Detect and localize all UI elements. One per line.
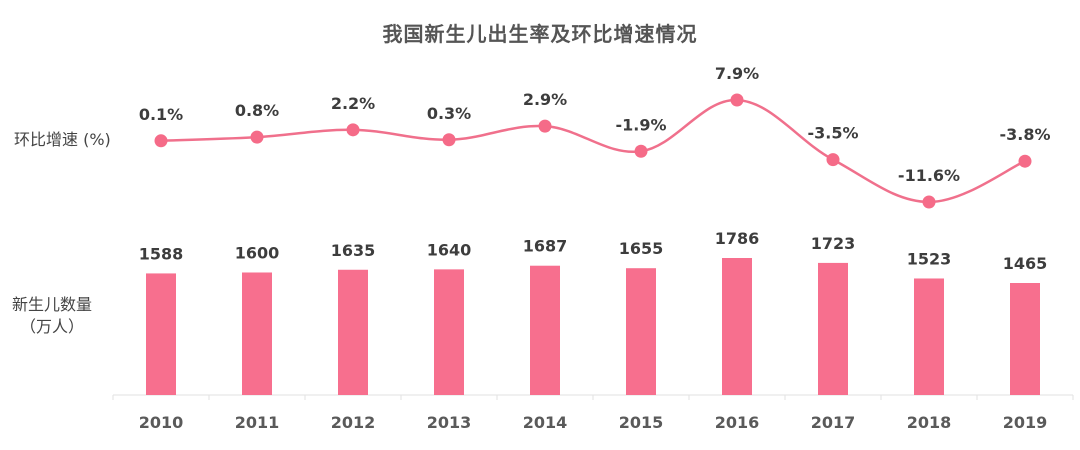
bar-value-label: 1723 (811, 234, 856, 253)
line-value-label: 7.9% (715, 64, 759, 83)
line-point (634, 144, 648, 158)
x-tick-label: 2015 (619, 413, 664, 432)
line-value-label: 2.9% (523, 90, 567, 109)
x-tick-label: 2012 (331, 413, 376, 432)
x-tick-label: 2013 (427, 413, 472, 432)
bar (818, 262, 848, 395)
line-point (442, 133, 456, 147)
line-point (346, 123, 360, 137)
growth-line (160, 98, 1026, 204)
line-value-label: 0.3% (427, 104, 471, 123)
line-point (1018, 154, 1032, 168)
x-tick-label: 2018 (907, 413, 952, 432)
x-tick-label: 2014 (523, 413, 568, 432)
line-value-label: -1.9% (615, 115, 666, 134)
line-point (250, 130, 264, 144)
line-value-label: -11.6% (898, 166, 960, 185)
line-point (538, 119, 552, 133)
line-point (730, 93, 744, 107)
bar (1010, 283, 1040, 395)
bar (434, 269, 464, 395)
bar-value-label: 1523 (907, 249, 952, 268)
bar (626, 268, 656, 395)
x-tick-label: 2017 (811, 413, 856, 432)
bar-value-label: 1655 (619, 239, 664, 258)
line-value-label: -3.5% (807, 124, 858, 143)
bar-value-label: 1786 (715, 229, 760, 248)
bar-value-label: 1588 (139, 244, 184, 263)
x-tick-label: 2011 (235, 413, 280, 432)
x-tick-label: 2010 (139, 413, 184, 432)
bar (722, 258, 752, 395)
bar-value-label: 1465 (1003, 254, 1048, 273)
line-point (922, 195, 936, 209)
bar (146, 273, 176, 395)
bar-value-label: 1687 (523, 237, 568, 256)
chart-title: 我国新生儿出生率及环比增速情况 (382, 22, 698, 46)
line-series-label: 环比增速 (%) (14, 130, 111, 149)
bar (530, 265, 560, 395)
bar-series-label-line1: 新生儿数量 (12, 295, 93, 314)
bar-value-label: 1600 (235, 243, 280, 262)
bar-value-label: 1635 (331, 241, 376, 260)
bar (242, 272, 272, 395)
x-tick-label: 2016 (715, 413, 760, 432)
bar (914, 278, 944, 395)
bar-series-label: 新生儿数量 （万人） (12, 294, 92, 338)
line-point (154, 134, 168, 148)
line-value-label: 0.1% (139, 105, 183, 124)
line-value-label: 0.8% (235, 101, 279, 120)
line-value-label: 2.2% (331, 94, 375, 113)
line-point (826, 153, 840, 167)
x-tick-label: 2019 (1003, 413, 1048, 432)
bar-value-label: 1640 (427, 240, 472, 259)
line-value-label: -3.8% (999, 125, 1050, 144)
bar (338, 269, 368, 395)
bar-series-label-line2: （万人） (20, 317, 85, 336)
